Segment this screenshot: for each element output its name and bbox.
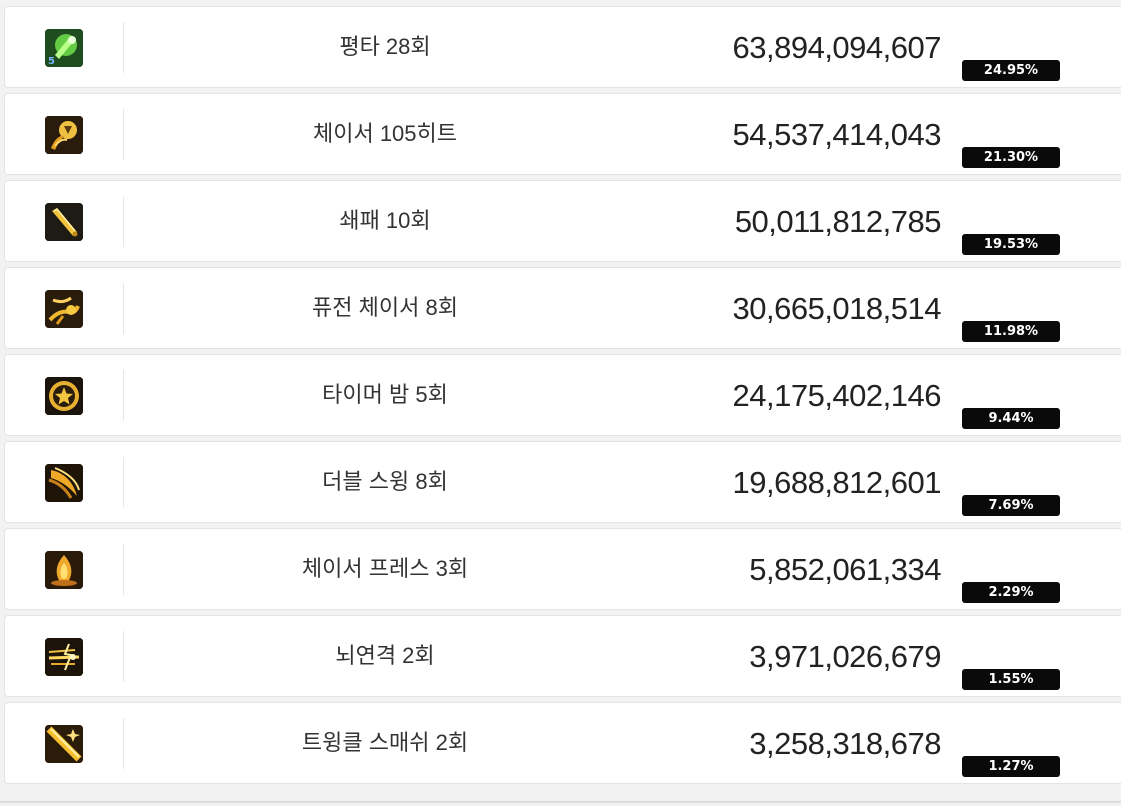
row-divider	[123, 109, 124, 160]
skill-row-0: 5 평타 28회 63,894,094,607 24.95%	[4, 6, 1121, 88]
row-divider	[123, 718, 124, 769]
skill-row-6: 체이서 프레스 3회 5,852,061,334 2.29%	[4, 528, 1121, 610]
list-bottom-divider	[0, 801, 1121, 803]
row-divider	[123, 283, 124, 334]
skill-name: 쇄패 10회	[339, 208, 431, 233]
skill-name: 평타 28회	[339, 34, 431, 59]
skill-damage: 3,258,318,678	[749, 726, 941, 761]
skill-name: 체이서 105히트	[312, 121, 458, 146]
chaser-press-icon	[45, 551, 83, 589]
damage-percent-badge: 24.95%	[962, 60, 1060, 81]
double-swing-icon	[45, 464, 83, 502]
skill-name: 트윙클 스매쉬 2회	[301, 730, 469, 755]
skill-damage: 24,175,402,146	[732, 378, 942, 413]
damage-percent-badge: 19.53%	[962, 234, 1060, 255]
damage-percent-badge: 2.29%	[962, 582, 1060, 603]
skill-row-7: 뇌연격 2회 3,971,026,679 1.55%	[4, 615, 1121, 697]
skill-row-2: 쇄패 10회 50,011,812,785 19.53%	[4, 180, 1121, 262]
svg-text:5: 5	[48, 56, 55, 67]
fusion-chaser-icon	[45, 290, 83, 328]
damage-percent-badge: 1.55%	[962, 669, 1060, 690]
damage-percent-badge: 21.30%	[962, 147, 1060, 168]
row-divider	[123, 544, 124, 595]
skill-name: 더블 스윙 8회	[322, 469, 448, 494]
thunder-strike-icon	[45, 638, 83, 676]
skill-row-8: 트윙클 스매쉬 2회 3,258,318,678 1.27%	[4, 702, 1121, 784]
damage-percent-badge: 1.27%	[962, 756, 1060, 777]
skill-name: 타이머 밤 5회	[322, 382, 448, 407]
skill-row-4: 타이머 밤 5회 24,175,402,146 9.44%	[4, 354, 1121, 436]
row-divider	[123, 370, 124, 421]
row-divider	[123, 457, 124, 508]
skill-damage: 50,011,812,785	[734, 204, 942, 239]
skill-row-5: 더블 스윙 8회 19,688,812,601 7.69%	[4, 441, 1121, 523]
row-divider	[123, 22, 124, 73]
skill-name: 체이서 프레스 3회	[301, 556, 469, 581]
timer-bomb-icon	[45, 377, 83, 415]
twinkle-smash-icon	[45, 725, 83, 763]
skill-row-3: 퓨전 체이서 8회 30,665,018,514 11.98%	[4, 267, 1121, 349]
row-divider	[123, 196, 124, 247]
green-strike-icon: 5	[45, 29, 83, 67]
skill-damage: 63,894,094,607	[732, 30, 942, 65]
skill-name: 퓨전 체이서 8회	[312, 295, 458, 320]
chaser-orb-icon	[45, 116, 83, 154]
skill-damage: 3,971,026,679	[749, 639, 941, 674]
damage-percent-badge: 7.69%	[962, 495, 1060, 516]
skill-damage: 54,537,414,043	[732, 117, 942, 152]
skill-damage: 19,688,812,601	[732, 465, 942, 500]
damage-percent-badge: 11.98%	[962, 321, 1060, 342]
skill-name: 뇌연격 2회	[335, 643, 435, 668]
damage-percent-badge: 9.44%	[962, 408, 1060, 429]
skill-damage: 5,852,061,334	[749, 552, 941, 587]
skill-row-1: 체이서 105히트 54,537,414,043 21.30%	[4, 93, 1121, 175]
skill-damage: 30,665,018,514	[732, 291, 942, 326]
bat-icon	[45, 203, 83, 241]
row-divider	[123, 631, 124, 682]
